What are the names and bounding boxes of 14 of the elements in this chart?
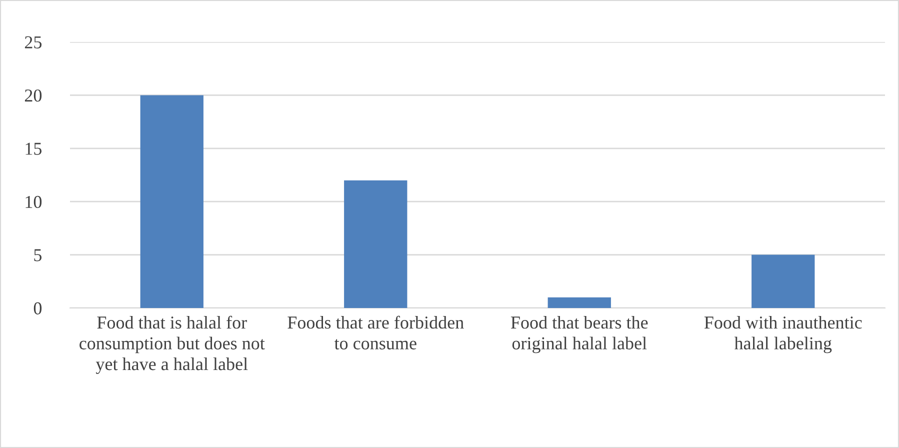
y-tick-label: 5 bbox=[34, 249, 42, 262]
y-tick-label: 25 bbox=[24, 36, 42, 48]
y-tick-label: 10 bbox=[26, 196, 42, 208]
x-tick-label: Foods that are forbidden to consume bbox=[288, 316, 464, 350]
bar bbox=[140, 95, 204, 308]
y-tick-label: 20 bbox=[24, 89, 42, 102]
y-tick-label: 15 bbox=[26, 142, 42, 155]
bar bbox=[548, 297, 611, 308]
x-tick-label: Food that is halal for consumption but does not yet have a halal label bbox=[80, 316, 265, 374]
bar bbox=[344, 180, 408, 308]
x-tick-label: Food with inauthentic halal labeling bbox=[704, 316, 862, 354]
x-tick-label: Food that bears the original halal label bbox=[510, 316, 648, 354]
y-tick-label: 0 bbox=[34, 302, 42, 314]
bar bbox=[752, 254, 815, 308]
